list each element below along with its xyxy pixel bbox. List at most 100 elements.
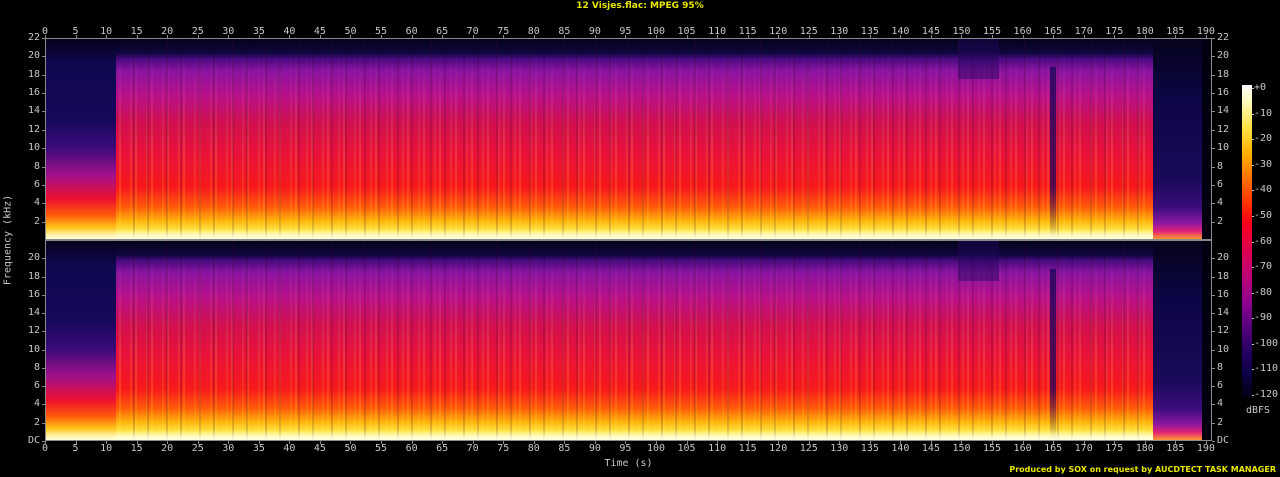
x-tick xyxy=(289,35,291,38)
y-tick-label: 18 xyxy=(1217,270,1230,282)
y-tick xyxy=(1212,386,1215,388)
x-tick xyxy=(1144,441,1146,444)
colorbar-tick xyxy=(1252,113,1254,115)
x-tick xyxy=(594,35,596,38)
low-frequency-floor xyxy=(46,430,1153,440)
y-tick xyxy=(42,56,45,58)
x-tick xyxy=(930,441,932,444)
colorbar-tick-label: -10 xyxy=(1254,107,1273,119)
y-tick xyxy=(1212,129,1215,131)
x-tick xyxy=(472,441,474,444)
x-tick-label: 165 xyxy=(1044,443,1063,454)
colorbar-tick-label: -20 xyxy=(1254,133,1273,145)
credit-text: Produced by SOX on request by AUCDTECT T… xyxy=(1009,465,1276,474)
x-tick xyxy=(1144,35,1146,38)
y-tick-label: DC xyxy=(1217,435,1230,446)
x-tick-label: 45 xyxy=(313,443,326,454)
x-tick xyxy=(381,441,383,444)
silence-region xyxy=(1201,39,1211,239)
x-tick xyxy=(533,441,535,444)
x-tick-label: 180 xyxy=(1135,26,1154,37)
x-tick xyxy=(564,35,566,38)
x-tick xyxy=(442,441,444,444)
x-tick xyxy=(1053,441,1055,444)
colorbar-tick xyxy=(1252,395,1254,396)
colorbar-tick-label: -50 xyxy=(1254,209,1273,221)
x-tick-label: 190 xyxy=(1196,26,1215,37)
y-tick-label: 20 xyxy=(1217,252,1230,264)
x-tick xyxy=(1205,35,1207,38)
x-tick xyxy=(747,35,749,38)
x-tick xyxy=(717,441,719,444)
x-tick-label: 50 xyxy=(344,26,357,37)
y-tick xyxy=(1212,349,1215,351)
y-tick-label: 14 xyxy=(27,105,40,117)
y-tick xyxy=(42,221,45,223)
y-tick xyxy=(1212,93,1215,95)
x-tick-label: 10 xyxy=(100,443,113,454)
x-tick xyxy=(472,35,474,38)
y-tick-label: 8 xyxy=(33,160,40,172)
transient-streaks xyxy=(115,252,1153,440)
y-tick-label: 16 xyxy=(27,288,40,300)
colorbar-tick xyxy=(1252,318,1254,320)
y-tick-label: 16 xyxy=(1217,87,1230,99)
intro-region xyxy=(46,39,116,239)
x-tick xyxy=(136,441,138,444)
x-tick-label: 75 xyxy=(497,26,510,37)
x-tick xyxy=(136,35,138,38)
y-tick-label: 12 xyxy=(1217,325,1230,337)
x-tick xyxy=(1175,35,1177,38)
y-tick-label: 18 xyxy=(1217,68,1230,80)
x-tick xyxy=(106,35,108,38)
x-tick-label: 0 xyxy=(41,443,49,454)
x-tick-label: 35 xyxy=(252,443,265,454)
y-tick-label: DC xyxy=(27,435,40,446)
y-tick xyxy=(1212,441,1215,442)
main-region xyxy=(115,39,1153,239)
y-tick xyxy=(1212,367,1215,369)
x-tick xyxy=(228,35,230,38)
x-tick-label: 160 xyxy=(1013,26,1032,37)
y-tick-label: 14 xyxy=(27,307,40,319)
x-tick xyxy=(869,441,871,444)
y-tick-label: 4 xyxy=(33,398,40,410)
y-tick-label: 20 xyxy=(27,50,40,62)
x-tick-label: 20 xyxy=(161,26,174,37)
x-tick xyxy=(839,441,841,444)
x-tick-label: 55 xyxy=(375,26,388,37)
y-tick xyxy=(42,422,45,424)
colorbar-tick xyxy=(1252,88,1254,89)
y-tick xyxy=(1212,56,1215,58)
y-tick xyxy=(42,386,45,388)
dark-band xyxy=(1050,268,1057,440)
x-tick xyxy=(1205,441,1207,444)
y-tick-label: 4 xyxy=(1217,197,1224,209)
colorbar-tick xyxy=(1252,215,1254,217)
x-tick-label: 115 xyxy=(738,443,757,454)
y-tick xyxy=(42,367,45,369)
y-tick xyxy=(1212,184,1215,186)
x-tick xyxy=(503,441,505,444)
y-tick xyxy=(1212,203,1215,205)
fadeout-region xyxy=(1152,39,1211,239)
x-tick-label: 30 xyxy=(222,26,235,37)
colorbar-tick xyxy=(1252,267,1254,269)
x-tick-label: 60 xyxy=(405,443,418,454)
x-tick xyxy=(350,35,352,38)
x-tick-label: 65 xyxy=(436,443,449,454)
x-tick xyxy=(655,35,657,38)
x-tick xyxy=(258,35,260,38)
x-tick xyxy=(839,35,841,38)
y-tick-label: 6 xyxy=(1217,178,1224,190)
x-tick xyxy=(655,441,657,444)
y-tick-label: 12 xyxy=(1217,123,1230,135)
x-tick-label: 150 xyxy=(952,443,971,454)
y-tick-label: 14 xyxy=(1217,105,1230,117)
x-tick-label: 120 xyxy=(769,26,788,37)
y-tick xyxy=(1212,221,1215,223)
y-tick xyxy=(42,331,45,333)
y-tick xyxy=(1212,111,1215,113)
y-tick-label: 2 xyxy=(33,215,40,227)
x-tick xyxy=(1022,35,1024,38)
